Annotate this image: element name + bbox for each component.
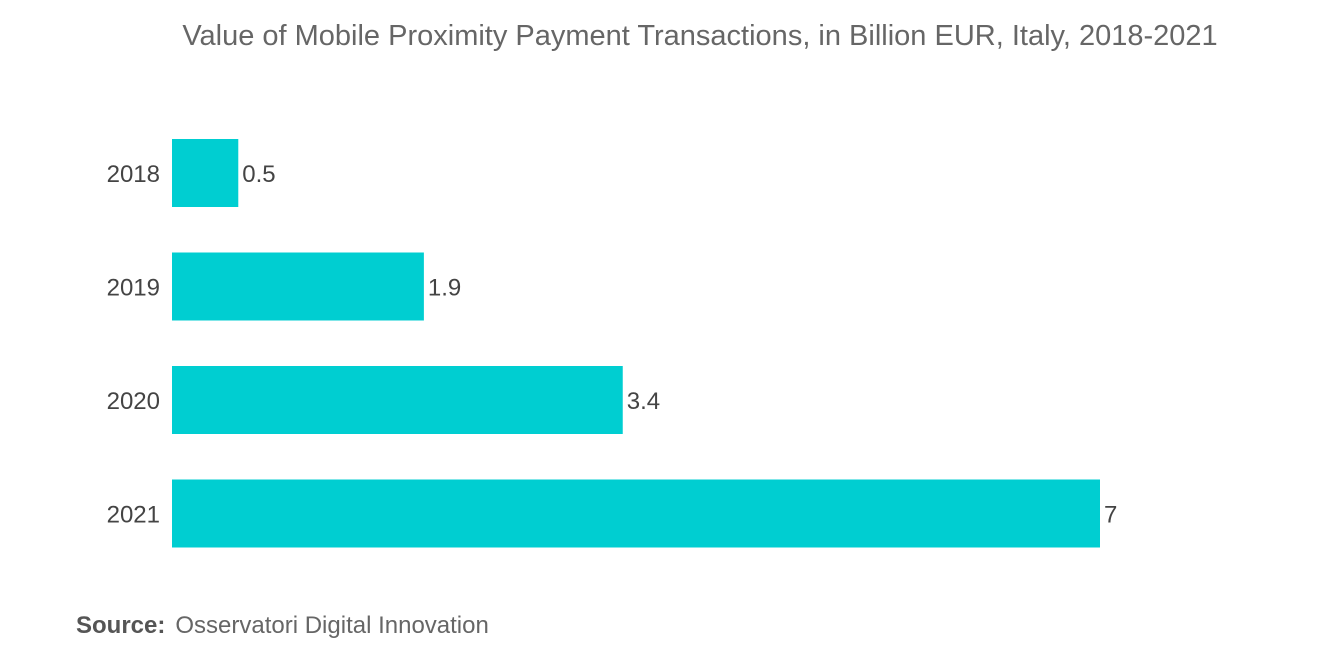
value-label-2019: 1.9 bbox=[428, 275, 461, 302]
bar-2019 bbox=[172, 252, 424, 321]
bar-2021 bbox=[172, 479, 1100, 548]
source-label: Source: bbox=[76, 612, 166, 639]
bar-2020 bbox=[172, 366, 623, 434]
category-label-2018: 2018 bbox=[107, 161, 160, 188]
source-note: Source: Osservatori Digital Innovation bbox=[76, 612, 489, 640]
value-label-2020: 3.4 bbox=[627, 388, 660, 415]
category-label-2019: 2019 bbox=[107, 275, 160, 302]
category-label-2020: 2020 bbox=[107, 388, 160, 415]
chart-title: Value of Mobile Proximity Payment Transa… bbox=[182, 20, 1218, 52]
source-text: Osservatori Digital Innovation bbox=[175, 612, 489, 639]
bar-2018 bbox=[172, 139, 239, 207]
bars-layer: 2018 0.5 2019 1.9 2020 3.4 2021 7 bbox=[107, 139, 1117, 548]
bar-chart: 2018 0.5 2019 1.9 2020 3.4 2021 7 bbox=[107, 139, 1117, 548]
value-label-2018: 0.5 bbox=[242, 161, 275, 188]
value-label-2021: 7 bbox=[1104, 502, 1117, 529]
category-label-2021: 2021 bbox=[107, 502, 160, 529]
